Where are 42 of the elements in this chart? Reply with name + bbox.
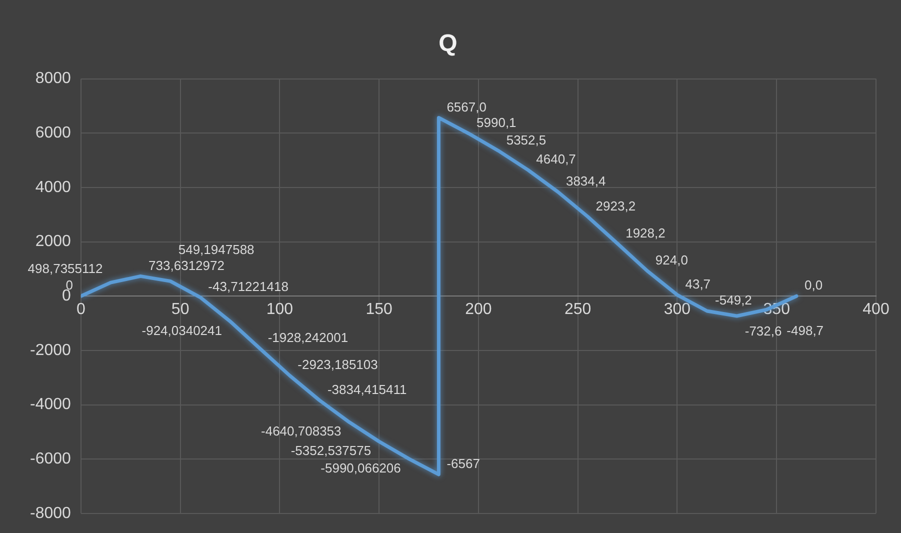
- data-label: -549,2: [715, 292, 752, 308]
- data-label: 3834,4: [566, 174, 606, 189]
- data-label: -3834,415411: [327, 382, 407, 397]
- y-tick-label: -4000: [30, 396, 72, 414]
- x-tick-label: 200: [465, 301, 492, 318]
- data-label: 0,0: [804, 278, 823, 293]
- x-tick-label: 50: [171, 301, 190, 318]
- data-label: 6567,0: [446, 99, 486, 114]
- x-tick-label: 150: [366, 301, 393, 318]
- data-label: -5352,537575: [290, 443, 372, 458]
- data-label: 1928,2: [626, 225, 666, 240]
- data-label: 5990,1: [476, 114, 516, 130]
- data-label: -43,71221418: [208, 278, 288, 294]
- y-tick-label: 2000: [35, 233, 72, 250]
- x-tick-label: 300: [664, 301, 691, 318]
- data-label: -5990,066206: [320, 460, 401, 476]
- data-label: 924,0: [655, 252, 688, 268]
- data-label: 43,7: [685, 276, 711, 292]
- x-tick-label: 400: [862, 301, 890, 318]
- x-tick-label: 100: [266, 301, 294, 318]
- data-label: 5352,5: [506, 132, 546, 148]
- y-tick-label: -2000: [30, 342, 72, 359]
- x-tick-label: 250: [564, 301, 592, 318]
- data-label: 733,6312972: [148, 258, 224, 273]
- data-label: -498,7: [786, 323, 824, 338]
- data-label: 4640,7: [536, 152, 576, 167]
- data-label: -1928,242001: [268, 330, 348, 346]
- y-tick-label: -8000: [30, 504, 72, 522]
- data-label: 498,7355112: [28, 261, 103, 276]
- y-tick-label: 8000: [35, 70, 72, 88]
- data-label: -924,0340241: [142, 322, 222, 338]
- data-label: -4640,708353: [261, 424, 342, 439]
- data-label: 549,1947588: [178, 242, 254, 257]
- chart-title: Q: [438, 30, 458, 58]
- data-label: -2923,185103: [298, 357, 378, 372]
- y-tick-label: -6000: [30, 450, 72, 468]
- y-tick-label: 6000: [35, 124, 72, 142]
- x-tick-label: 0: [76, 301, 86, 318]
- data-label: -732,6: [744, 324, 782, 339]
- data-label: 2923,2: [596, 198, 636, 214]
- data-label: -6567: [446, 456, 480, 472]
- y-tick-label: 4000: [35, 178, 72, 196]
